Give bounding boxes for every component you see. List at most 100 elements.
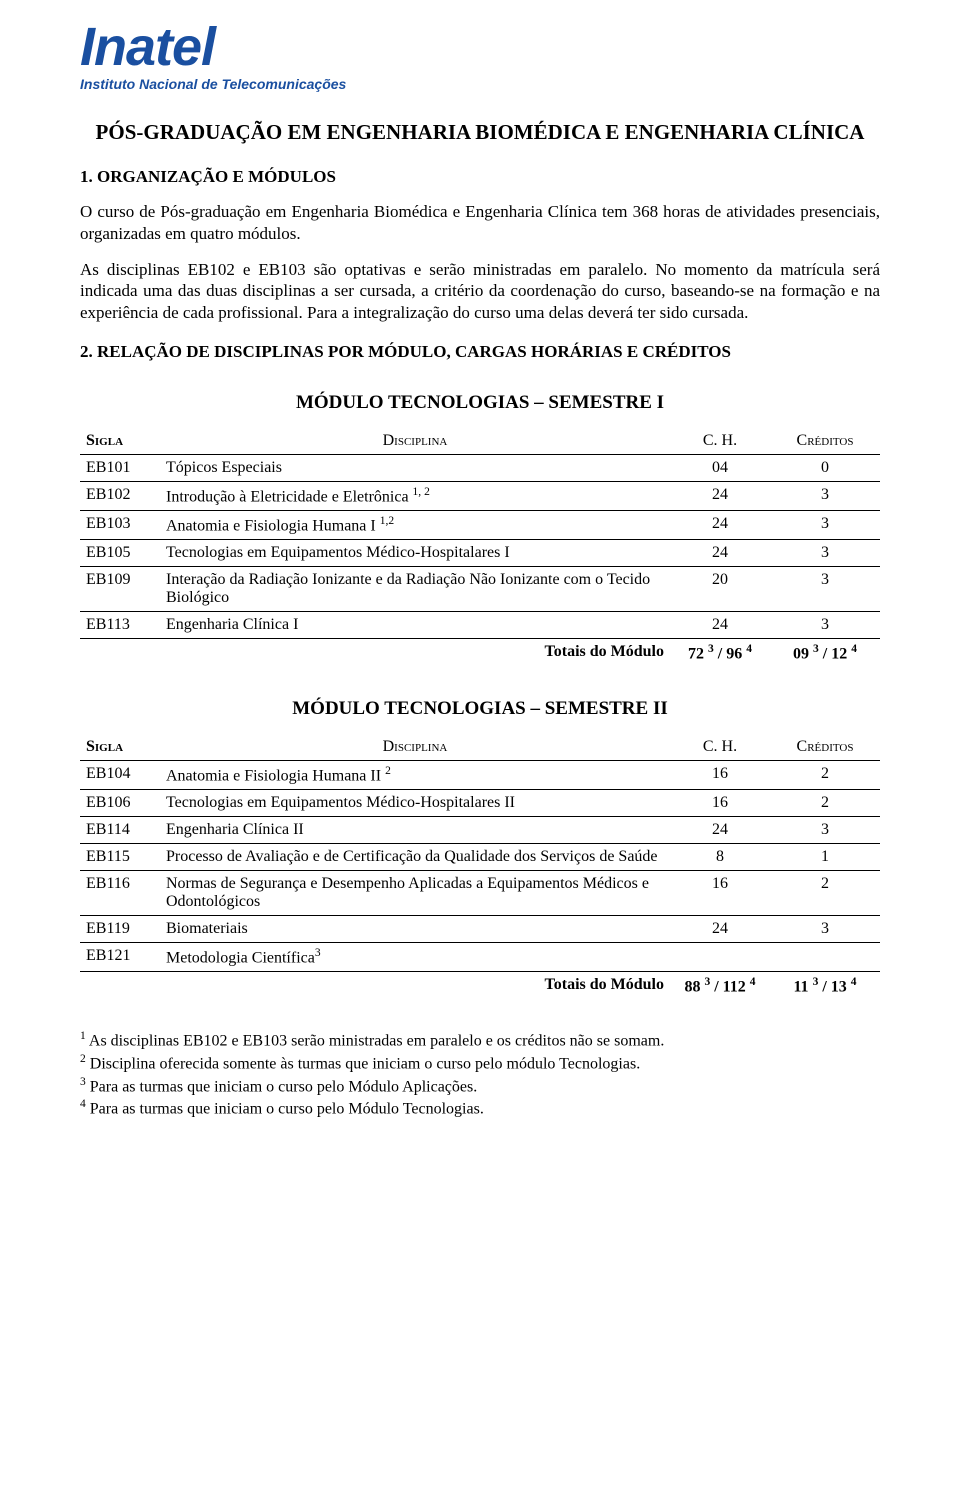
col-sigla: Sigla <box>80 734 160 761</box>
logo-subtitle: Instituto Nacional de Telecomunicações <box>80 76 880 92</box>
table-row: EB102Introdução à Eletricidade e Eletrôn… <box>80 481 880 510</box>
totals-cr: 11 3 / 13 4 <box>770 972 880 1001</box>
footnote-1: 1 As disciplinas EB102 e EB103 serão min… <box>80 1029 880 1052</box>
cell-creditos: 3 <box>770 511 880 540</box>
cell-ch <box>670 943 770 972</box>
col-disciplina-text: Disciplina <box>383 738 448 755</box>
col-disciplina: Disciplina <box>160 734 670 761</box>
cell-sigla: EB109 <box>80 567 160 612</box>
cell-creditos: 2 <box>770 760 880 789</box>
cell-creditos: 0 <box>770 454 880 481</box>
totals-cr: 09 3 / 12 4 <box>770 639 880 668</box>
cell-creditos: 1 <box>770 844 880 871</box>
table-row: EB121Metodologia Científica3 <box>80 943 880 972</box>
page: Inatel Instituto Nacional de Telecomunic… <box>0 0 960 1160</box>
cell-sigla: EB106 <box>80 790 160 817</box>
col-sigla-text: Sigla <box>86 432 123 449</box>
footnote-3: 3 Para as turmas que iniciam o curso pel… <box>80 1075 880 1098</box>
cell-disciplina: Normas de Segurança e Desempenho Aplicad… <box>160 871 670 916</box>
section-1-para-2: As disciplinas EB102 e EB103 são optativ… <box>80 259 880 324</box>
cell-sigla: EB103 <box>80 511 160 540</box>
col-creditos: Créditos <box>770 428 880 455</box>
footnote-2: 2 Disciplina oferecida somente às turmas… <box>80 1052 880 1075</box>
cell-ch: 24 <box>670 511 770 540</box>
cell-disciplina: Processo de Avaliação e de Certificação … <box>160 844 670 871</box>
section-2-heading: 2. RELAÇÃO DE DISCIPLINAS POR MÓDULO, CA… <box>80 342 880 362</box>
totals-ch: 72 3 / 96 4 <box>670 639 770 668</box>
cell-ch: 24 <box>670 916 770 943</box>
cell-creditos: 2 <box>770 871 880 916</box>
module-2-title-text: MÓDULO TECNOLOGIAS – SEMESTRE II <box>292 698 668 719</box>
cell-creditos: 3 <box>770 817 880 844</box>
module-2-totals: Totais do Módulo 88 3 / 112 4 11 3 / 13 … <box>80 972 880 1001</box>
cell-ch: 16 <box>670 790 770 817</box>
totals-label: Totais do Módulo <box>80 639 670 668</box>
module-1-totals: Totais do Módulo 72 3 / 96 4 09 3 / 12 4 <box>80 639 880 668</box>
table-header-row: Sigla Disciplina C. H. Créditos <box>80 734 880 761</box>
module-2-table: Sigla Disciplina C. H. Créditos EB104Ana… <box>80 734 880 1001</box>
table-row: EB119Biomateriais243 <box>80 916 880 943</box>
cell-sigla: EB114 <box>80 817 160 844</box>
cell-sigla: EB101 <box>80 454 160 481</box>
cell-sigla: EB115 <box>80 844 160 871</box>
footnote-4: 4 Para as turmas que iniciam o curso pel… <box>80 1097 880 1120</box>
col-ch-text: C. H. <box>703 432 737 449</box>
section-1-heading: 1. ORGANIZAÇÃO E MÓDULOS <box>80 167 880 187</box>
totals-ch: 88 3 / 112 4 <box>670 972 770 1001</box>
cell-disciplina: Metodologia Científica3 <box>160 943 670 972</box>
cell-creditos: 3 <box>770 481 880 510</box>
cell-disciplina: Interação da Radiação Ionizante e da Rad… <box>160 567 670 612</box>
col-creditos-text: Créditos <box>797 738 854 755</box>
footnotes: 1 As disciplinas EB102 e EB103 serão min… <box>80 1029 880 1121</box>
document-title: PÓS-GRADUAÇÃO EM ENGENHARIA BIOMÉDICA E … <box>80 120 880 145</box>
table-row: EB104Anatomia e Fisiologia Humana II 216… <box>80 760 880 789</box>
cell-ch: 24 <box>670 612 770 639</box>
table-row: EB106Tecnologias em Equipamentos Médico-… <box>80 790 880 817</box>
cell-sigla: EB102 <box>80 481 160 510</box>
cell-disciplina: Engenharia Clínica II <box>160 817 670 844</box>
cell-disciplina: Tecnologias em Equipamentos Médico-Hospi… <box>160 790 670 817</box>
cell-creditos: 3 <box>770 540 880 567</box>
col-sigla: Sigla <box>80 428 160 455</box>
totals-label: Totais do Módulo <box>80 972 670 1001</box>
cell-ch: 20 <box>670 567 770 612</box>
cell-disciplina: Tópicos Especiais <box>160 454 670 481</box>
cell-ch: 24 <box>670 481 770 510</box>
cell-ch: 8 <box>670 844 770 871</box>
cell-disciplina: Anatomia e Fisiologia Humana II 2 <box>160 760 670 789</box>
col-disciplina: Disciplina <box>160 428 670 455</box>
cell-disciplina: Anatomia e Fisiologia Humana I 1,2 <box>160 511 670 540</box>
module-1-title: MÓDULO TECNOLOGIAS – SEMESTRE I <box>80 392 880 414</box>
cell-ch: 04 <box>670 454 770 481</box>
cell-ch: 16 <box>670 871 770 916</box>
cell-creditos: 2 <box>770 790 880 817</box>
col-ch: C. H. <box>670 428 770 455</box>
cell-sigla: EB113 <box>80 612 160 639</box>
cell-disciplina: Tecnologias em Equipamentos Médico-Hospi… <box>160 540 670 567</box>
cell-sigla: EB116 <box>80 871 160 916</box>
module-2-title: MÓDULO TECNOLOGIAS – SEMESTRE II <box>80 698 880 720</box>
col-ch: C. H. <box>670 734 770 761</box>
cell-creditos: 3 <box>770 567 880 612</box>
cell-creditos: 3 <box>770 612 880 639</box>
logo-block: Inatel Instituto Nacional de Telecomunic… <box>80 20 880 92</box>
cell-creditos <box>770 943 880 972</box>
cell-ch: 24 <box>670 540 770 567</box>
table-row: EB114Engenharia Clínica II243 <box>80 817 880 844</box>
cell-ch: 16 <box>670 760 770 789</box>
cell-sigla: EB119 <box>80 916 160 943</box>
table-row: EB101Tópicos Especiais040 <box>80 454 880 481</box>
table-row: EB109Interação da Radiação Ionizante e d… <box>80 567 880 612</box>
table-row: EB113Engenharia Clínica I243 <box>80 612 880 639</box>
cell-disciplina: Introdução à Eletricidade e Eletrônica 1… <box>160 481 670 510</box>
table-row: EB105Tecnologias em Equipamentos Médico-… <box>80 540 880 567</box>
cell-disciplina: Biomateriais <box>160 916 670 943</box>
cell-sigla: EB121 <box>80 943 160 972</box>
col-creditos-text: Créditos <box>797 432 854 449</box>
cell-disciplina: Engenharia Clínica I <box>160 612 670 639</box>
logo-brand: Inatel <box>80 20 880 74</box>
col-sigla-text: Sigla <box>86 738 123 755</box>
cell-sigla: EB104 <box>80 760 160 789</box>
module-1-title-text: MÓDULO TECNOLOGIAS – SEMESTRE I <box>296 392 664 413</box>
section-1-para-1: O curso de Pós-graduação em Engenharia B… <box>80 201 880 245</box>
